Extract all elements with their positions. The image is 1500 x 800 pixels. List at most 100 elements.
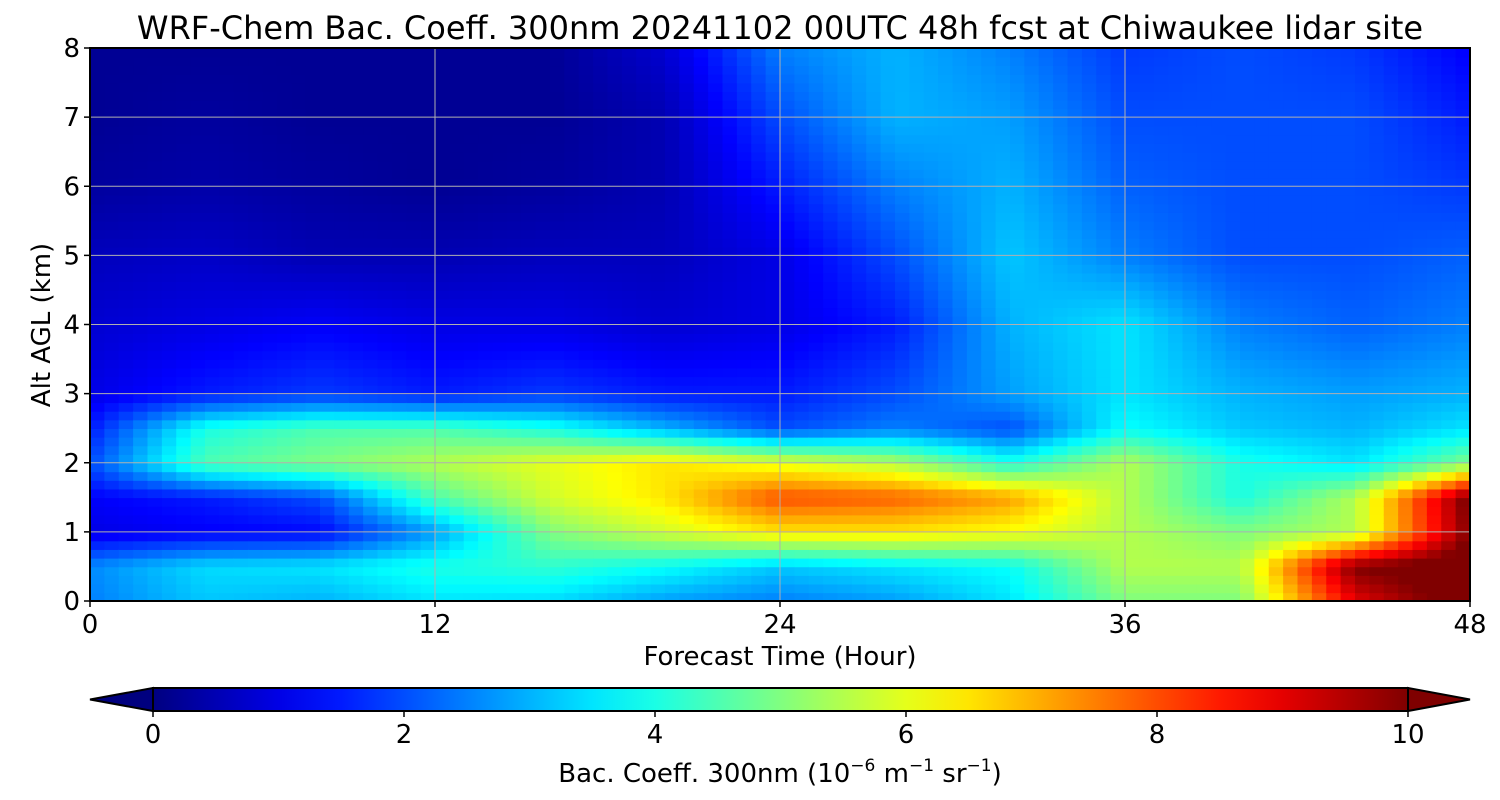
heatmap-cell (233, 471, 249, 481)
heatmap-cell (909, 99, 925, 110)
heatmap-cell (1110, 428, 1126, 438)
heatmap-cell (506, 281, 523, 291)
heatmap-cell (621, 419, 638, 429)
heatmap-cell (305, 315, 321, 326)
heatmap-cell (765, 350, 781, 360)
heatmap-cell (981, 592, 997, 601)
heatmap-cell (291, 384, 307, 395)
heatmap-cell (593, 134, 609, 144)
heatmap-cell (420, 410, 436, 421)
heatmap-cell (923, 523, 939, 533)
heatmap-cell (966, 212, 983, 222)
heatmap-cell (837, 56, 853, 67)
heatmap-cell (636, 298, 652, 309)
heatmap-cell (866, 471, 882, 481)
heatmap-cell (233, 315, 249, 326)
heatmap-cell (780, 462, 796, 473)
heatmap-cell (1067, 255, 1083, 265)
heatmap-cell (780, 402, 796, 412)
heatmap-cell (837, 592, 853, 601)
heatmap-cell (363, 402, 379, 412)
heatmap-cell (693, 419, 709, 429)
heatmap-cell (348, 436, 364, 447)
heatmap-cell (851, 540, 868, 550)
heatmap-cell (665, 575, 681, 585)
heatmap-cell (205, 436, 221, 447)
heatmap-cell (377, 134, 393, 144)
heatmap-cell (1067, 125, 1083, 136)
heatmap-cell (463, 540, 479, 550)
heatmap-cell (650, 575, 666, 585)
heatmap-cell (363, 212, 379, 222)
heatmap-cell (363, 168, 379, 179)
heatmap-cell (578, 177, 594, 188)
heatmap-cell (406, 203, 422, 213)
heatmap-cell (1125, 315, 1141, 326)
heatmap-cell (1067, 203, 1083, 213)
heatmap-cell (478, 462, 494, 473)
heatmap-cell (751, 575, 767, 585)
heatmap-cell (320, 488, 336, 499)
heatmap-cell (837, 289, 853, 300)
heatmap-cell (665, 350, 681, 360)
heatmap-cell (938, 238, 954, 248)
heatmap-cell (161, 272, 178, 283)
heatmap-cell (1067, 82, 1083, 92)
heatmap-cell (837, 531, 853, 542)
heatmap-cell (291, 419, 307, 429)
heatmap-cell (176, 134, 192, 144)
heatmap-cell (190, 281, 206, 291)
heatmap-cell (851, 307, 868, 317)
heatmap-cell (449, 471, 465, 481)
heatmap-cell (161, 549, 178, 559)
heatmap-cell (449, 575, 465, 585)
heatmap-cell (650, 65, 666, 75)
heatmap-cell (1067, 445, 1083, 455)
heatmap-cell (320, 168, 336, 179)
heatmap-cell (938, 557, 954, 568)
heatmap-cell (176, 359, 192, 369)
heatmap-cell (938, 125, 954, 136)
heatmap-cell (535, 315, 551, 326)
heatmap-cell (794, 557, 810, 568)
heatmap-cell (650, 410, 666, 421)
heatmap-cell (205, 497, 221, 507)
heatmap-cell (708, 315, 724, 326)
heatmap-cell (463, 56, 479, 67)
heatmap-cell (521, 99, 537, 110)
heatmap-cell (90, 238, 106, 248)
heatmap-cell (621, 523, 638, 533)
heatmap-cell (880, 497, 896, 507)
heatmap-cell (219, 117, 235, 127)
heatmap-cell (449, 376, 465, 386)
heatmap-cell (593, 281, 609, 291)
heatmap-cell (1196, 281, 1213, 291)
heatmap-cell (578, 341, 594, 352)
heatmap-cell (363, 367, 379, 378)
heatmap-cell (521, 471, 537, 481)
heatmap-cell (521, 134, 537, 144)
heatmap-cell (866, 445, 882, 455)
heatmap-cell (1125, 186, 1141, 196)
heatmap-cell (363, 393, 379, 404)
heatmap-cell (1182, 575, 1198, 585)
heatmap-cell (837, 410, 853, 421)
heatmap-cell (780, 436, 796, 447)
heatmap-cell (276, 289, 293, 300)
heatmap-cell (1024, 220, 1040, 231)
heatmap-cell (837, 48, 853, 58)
heatmap-cell (377, 402, 393, 412)
heatmap-cell (219, 393, 235, 404)
heatmap-cell (506, 523, 523, 533)
heatmap-cell (880, 341, 896, 352)
heatmap-cell (1067, 73, 1083, 84)
heatmap-cell (895, 186, 911, 196)
heatmap-cell (1081, 194, 1098, 205)
heatmap-cell (219, 255, 235, 265)
heatmap-cell (923, 264, 939, 274)
heatmap-cell (578, 350, 594, 360)
heatmap-cell (1110, 402, 1126, 412)
heatmap-cell (262, 151, 278, 162)
heatmap-cell (478, 307, 494, 317)
heatmap-cell (1038, 410, 1054, 421)
